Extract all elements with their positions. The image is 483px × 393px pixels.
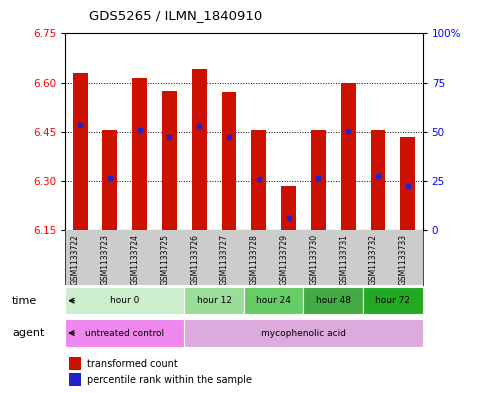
Text: agent: agent (12, 328, 44, 338)
Text: transformed count: transformed count (86, 358, 177, 369)
Text: hour 48: hour 48 (316, 296, 351, 305)
Bar (185, 319, 423, 347)
Bar (65, 287, 185, 314)
Bar (69, 373, 81, 386)
Text: GDS5265 / ILMN_1840910: GDS5265 / ILMN_1840910 (89, 9, 263, 22)
Text: GSM1133725: GSM1133725 (160, 234, 170, 285)
Bar (65, 319, 185, 347)
Bar (244, 287, 303, 314)
Bar (281, 186, 296, 230)
Text: time: time (12, 296, 37, 306)
Bar (222, 92, 237, 230)
Bar (102, 130, 117, 230)
Text: GSM1133723: GSM1133723 (101, 234, 110, 285)
Text: mycophenolic acid: mycophenolic acid (261, 329, 346, 338)
Text: GSM1133733: GSM1133733 (399, 234, 408, 285)
Bar (370, 130, 385, 230)
Text: GSM1133730: GSM1133730 (310, 234, 318, 285)
Text: GSM1133726: GSM1133726 (190, 234, 199, 285)
Bar (132, 78, 147, 230)
Text: GSM1133727: GSM1133727 (220, 234, 229, 285)
Text: GSM1133729: GSM1133729 (280, 234, 289, 285)
Text: GSM1133731: GSM1133731 (339, 234, 348, 285)
Bar (251, 130, 266, 230)
Text: GSM1133728: GSM1133728 (250, 234, 259, 285)
Bar (341, 83, 355, 230)
Text: hour 24: hour 24 (256, 296, 291, 305)
Text: untreated control: untreated control (85, 329, 164, 338)
Text: hour 72: hour 72 (375, 296, 411, 305)
Text: percentile rank within the sample: percentile rank within the sample (86, 375, 252, 384)
Bar (363, 287, 423, 314)
Bar (72, 73, 87, 230)
Bar (400, 137, 415, 230)
Text: hour 12: hour 12 (197, 296, 232, 305)
Text: GSM1133722: GSM1133722 (71, 234, 80, 285)
Bar (303, 287, 363, 314)
Bar (162, 91, 177, 230)
Bar (185, 287, 244, 314)
Text: hour 0: hour 0 (110, 296, 140, 305)
Text: GSM1133732: GSM1133732 (369, 234, 378, 285)
Bar (311, 130, 326, 230)
Bar (69, 357, 81, 369)
Text: GSM1133724: GSM1133724 (131, 234, 140, 285)
Bar (192, 70, 207, 230)
